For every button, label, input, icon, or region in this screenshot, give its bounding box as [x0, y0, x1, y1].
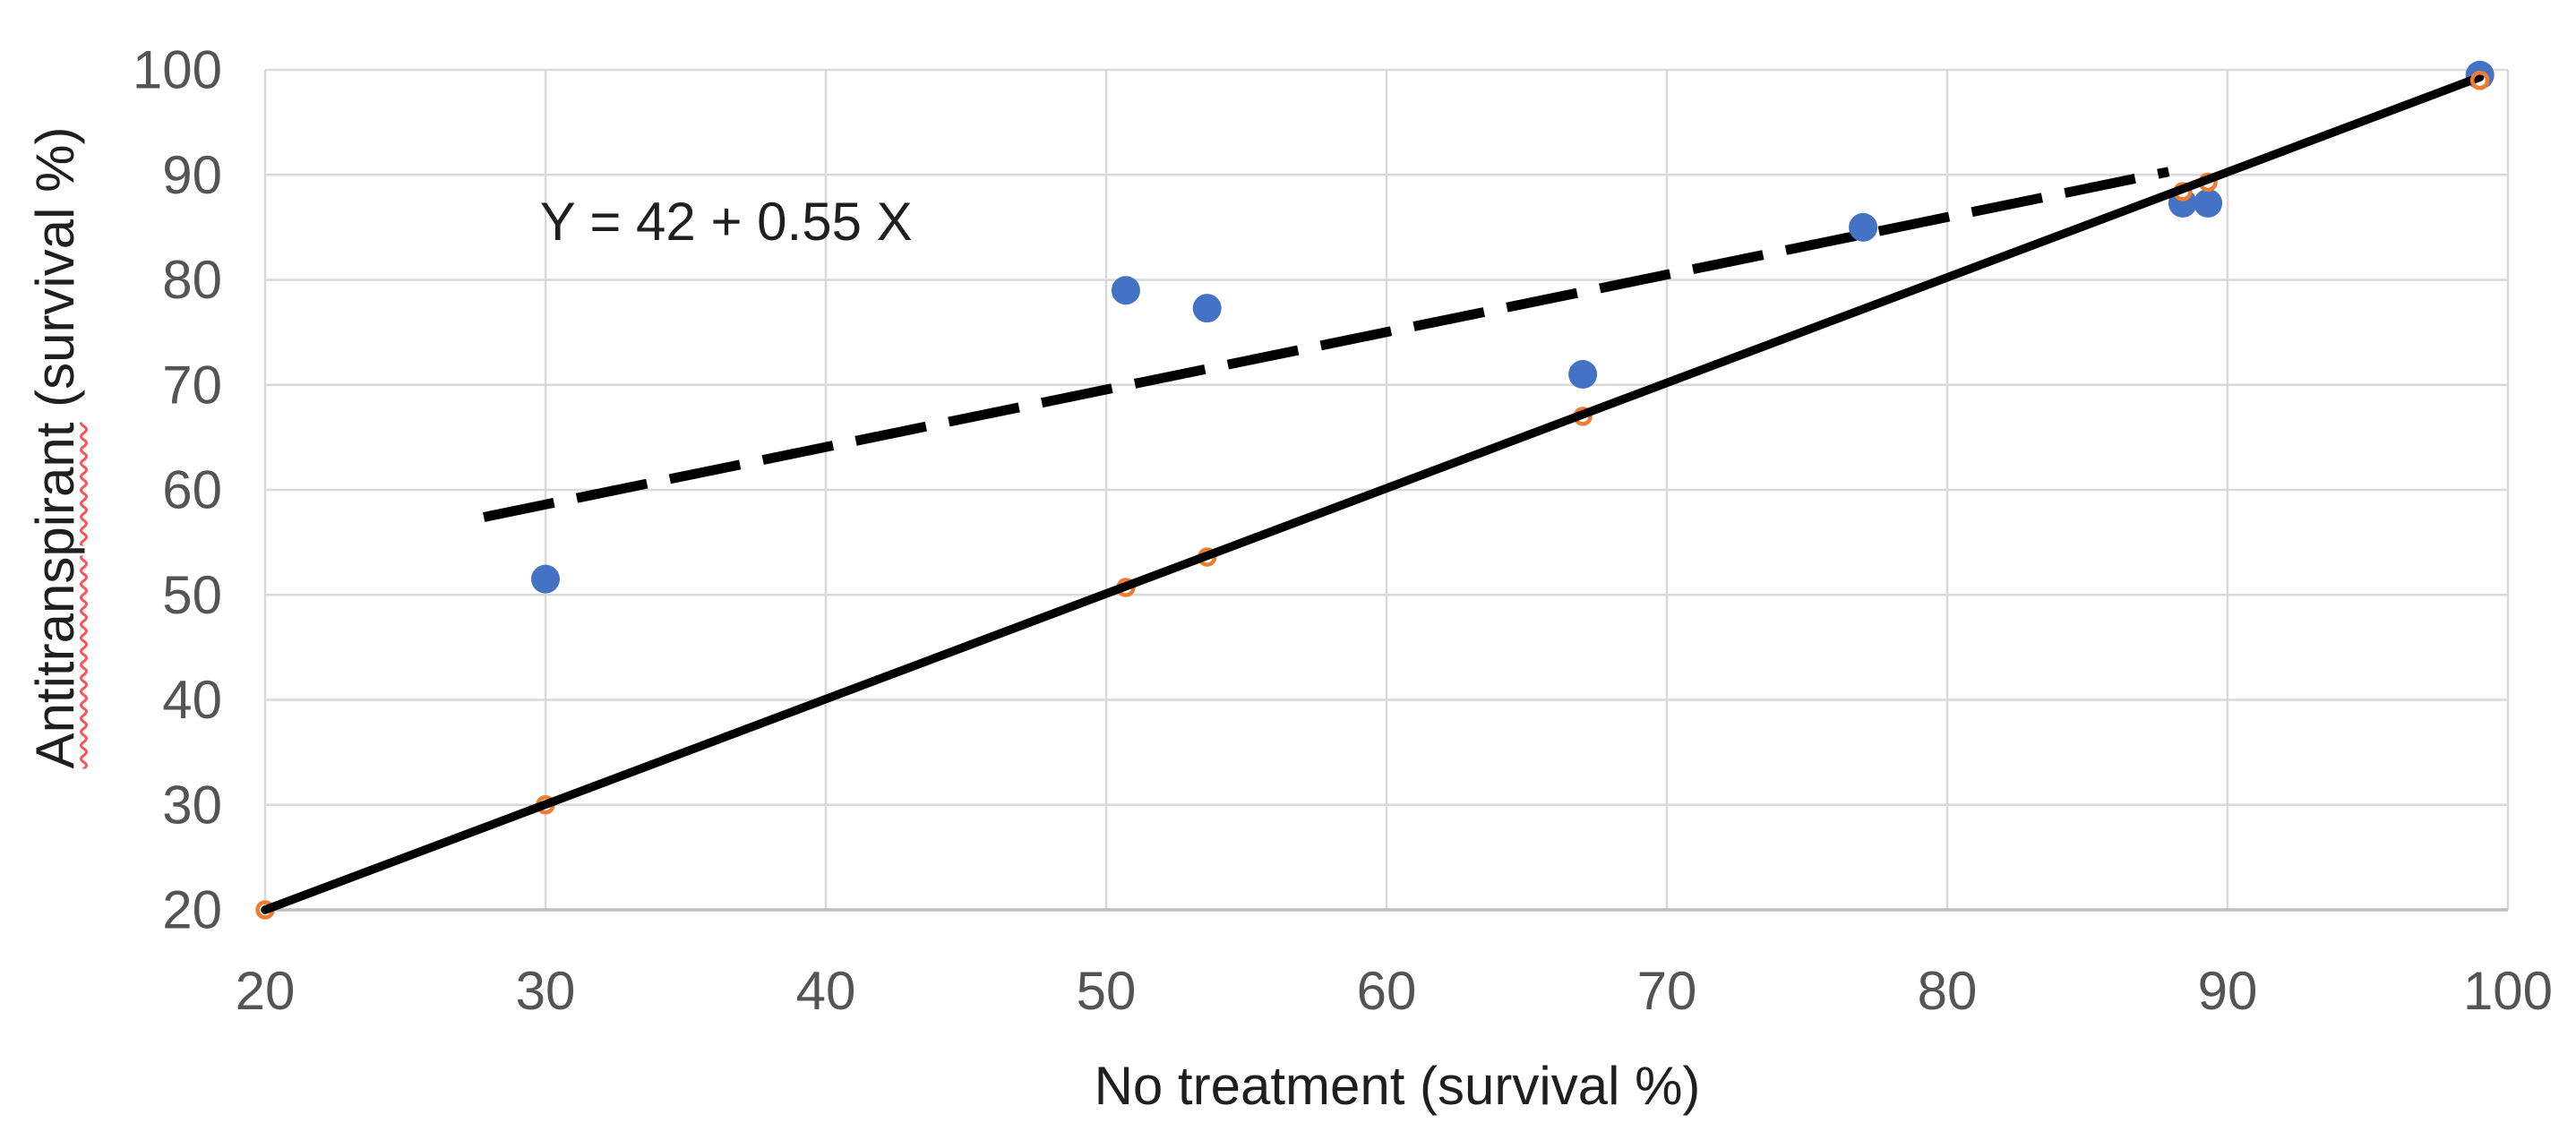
x-tick-label: 100: [2463, 961, 2553, 1021]
y-tick-label: 100: [133, 40, 222, 100]
regression-dashed-line: [483, 167, 2170, 522]
y-tick-label: 40: [162, 670, 222, 730]
x-tick-label: 90: [2198, 961, 2258, 1021]
identity-point-marker: [2469, 70, 2490, 90]
x-tick-label: 30: [516, 961, 576, 1021]
data-point: [2194, 188, 2223, 218]
data-point: [1111, 276, 1140, 305]
y-tick-label: 50: [162, 565, 222, 625]
regression-equation-label: Y = 42 + 0.55 X: [540, 192, 913, 252]
x-tick-label: 20: [236, 961, 296, 1021]
x-tick-label: 40: [796, 961, 856, 1021]
y-axis-title-rest: (survival %): [25, 126, 85, 423]
data-point: [1849, 212, 1878, 242]
y-axis-title: Antitranspirant (survival %): [25, 45, 85, 851]
identity-line: [261, 73, 2485, 914]
y-tick-label: 30: [162, 775, 222, 835]
y-tick-label: 60: [162, 460, 222, 520]
y-axis-title-word: Antitranspirant: [25, 422, 85, 769]
x-tick-label: 80: [1918, 961, 1978, 1021]
data-point: [1192, 294, 1222, 323]
x-tick-label: 70: [1637, 961, 1697, 1021]
x-tick-label: 60: [1357, 961, 1417, 1021]
y-tick-label: 80: [162, 250, 222, 310]
y-tick-label: 90: [162, 145, 222, 205]
y-tick-label: 70: [162, 355, 222, 415]
y-tick-label: 20: [162, 880, 222, 940]
x-tick-label: 50: [1077, 961, 1137, 1021]
data-point: [1568, 360, 1598, 390]
x-axis-title: No treatment (survival %): [1094, 1056, 1701, 1116]
data-point: [531, 564, 560, 594]
